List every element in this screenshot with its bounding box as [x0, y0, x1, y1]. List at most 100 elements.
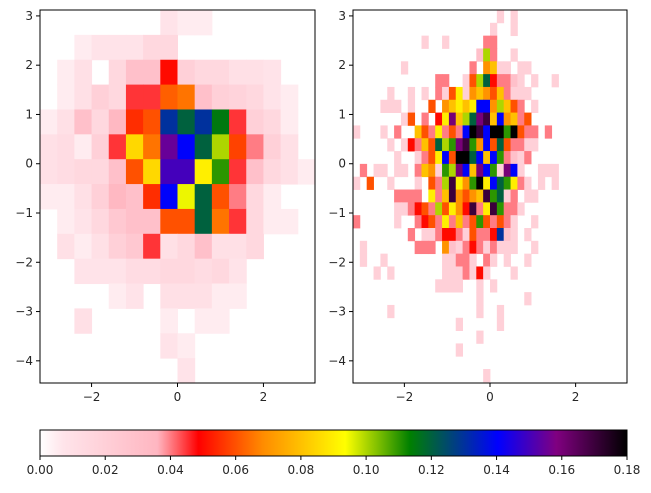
hist-cell: [496, 99, 505, 113]
hist-cell: [524, 151, 532, 165]
hist-cell: [108, 109, 127, 135]
hist-cell: [503, 74, 511, 88]
hist-cell: [455, 176, 463, 190]
hist-cell: [394, 99, 402, 113]
hist-cell: [407, 99, 416, 113]
hist-cell: [380, 253, 388, 267]
hist-cell: [421, 112, 429, 126]
hist-cell: [503, 215, 511, 229]
hist-cell: [455, 317, 463, 331]
y-tick-label: −2: [15, 255, 33, 269]
hist-cell: [503, 189, 511, 203]
hist-cell: [455, 151, 463, 165]
hist-cell: [531, 125, 539, 139]
hist-cell: [496, 125, 505, 139]
hist-cell: [469, 215, 477, 229]
hist-cell: [448, 240, 457, 255]
hist-cell: [524, 125, 532, 139]
colorbar-tick-label: 0.02: [92, 463, 119, 477]
hist-cell: [455, 112, 463, 126]
hist-cell: [143, 134, 161, 160]
hist-cell: [510, 86, 518, 101]
hist-cell: [483, 138, 491, 152]
hist-cell: [442, 138, 450, 152]
hist-cell: [469, 125, 477, 139]
hist-cell: [400, 61, 409, 75]
y-tick-label: 2: [338, 58, 346, 72]
hist-cell: [510, 22, 518, 37]
hist-cell: [551, 163, 559, 178]
hist-cell: [387, 304, 395, 319]
hist-cell: [469, 189, 477, 203]
hist-cell: [143, 34, 161, 61]
hist-cell: [537, 163, 546, 178]
hist-cell: [211, 59, 230, 86]
hist-cell: [194, 308, 213, 334]
hist-cell: [469, 61, 477, 75]
hist-cell: [407, 112, 416, 126]
y-tick-label: −1: [328, 206, 346, 220]
hist-cell: [455, 240, 463, 255]
left-y-ticks: −4 −3 −2 −1 0 1 2 3: [15, 9, 40, 368]
hist-cell: [531, 99, 539, 113]
hist-cell: [510, 227, 518, 242]
hist-cell: [531, 189, 539, 203]
hist-cell: [448, 176, 457, 190]
hist-cell: [160, 333, 178, 359]
hist-cell: [462, 112, 470, 126]
hist-cell: [462, 99, 470, 113]
y-tick-label: 2: [25, 58, 33, 72]
hist-cell: [246, 84, 264, 110]
hist-cell: [496, 163, 505, 178]
right-x-ticks: −2 0 2: [396, 383, 579, 404]
hist-cell: [57, 109, 75, 135]
hist-cell: [414, 215, 422, 229]
hist-cell: [263, 109, 282, 135]
hist-cell: [455, 227, 463, 242]
hist-cell: [442, 227, 450, 242]
hist-cell: [442, 202, 450, 216]
hist-cell: [469, 202, 477, 216]
hist-cell: [448, 202, 457, 216]
hist-cell: [462, 163, 470, 178]
colorbar-tick-label: 0.04: [157, 463, 184, 477]
hist-cell: [421, 125, 429, 139]
hist-cell: [297, 159, 316, 185]
hist-cell: [544, 125, 553, 139]
hist-cell: [442, 74, 450, 88]
hist-cell: [476, 163, 484, 178]
hist-cell: [476, 48, 484, 62]
hist-cell: [517, 125, 525, 139]
hist-cell: [40, 184, 58, 210]
hist-cell: [366, 176, 374, 190]
hist-cell: [531, 215, 539, 229]
hist-cell: [246, 159, 264, 185]
hist-cell: [517, 163, 525, 178]
hist-cell: [448, 112, 457, 126]
hist-cell: [503, 99, 511, 113]
hist-cell: [74, 134, 93, 160]
hist-cell: [74, 34, 93, 61]
hist-cell: [483, 202, 491, 216]
hist-cell: [496, 240, 505, 255]
hist-cell: [160, 233, 178, 260]
hist-cell: [353, 125, 361, 139]
hist-cell: [229, 109, 247, 135]
hist-cell: [503, 138, 511, 152]
hist-cell: [394, 151, 402, 165]
hist-cell: [490, 163, 498, 178]
hist-cell: [496, 227, 505, 242]
hist-cell: [160, 10, 178, 36]
hist-cell: [490, 74, 498, 88]
hist-cell: [510, 74, 518, 88]
hist-cell: [177, 10, 196, 36]
hist-cell: [435, 227, 443, 242]
hist-cell: [108, 233, 127, 260]
hist-cell: [108, 258, 127, 285]
hist-cell: [442, 35, 450, 49]
hist-cell: [229, 233, 247, 260]
hist-cell: [490, 112, 498, 126]
hist-cell: [421, 227, 429, 242]
hist-cell: [177, 283, 196, 309]
hist-cell: [442, 163, 450, 178]
